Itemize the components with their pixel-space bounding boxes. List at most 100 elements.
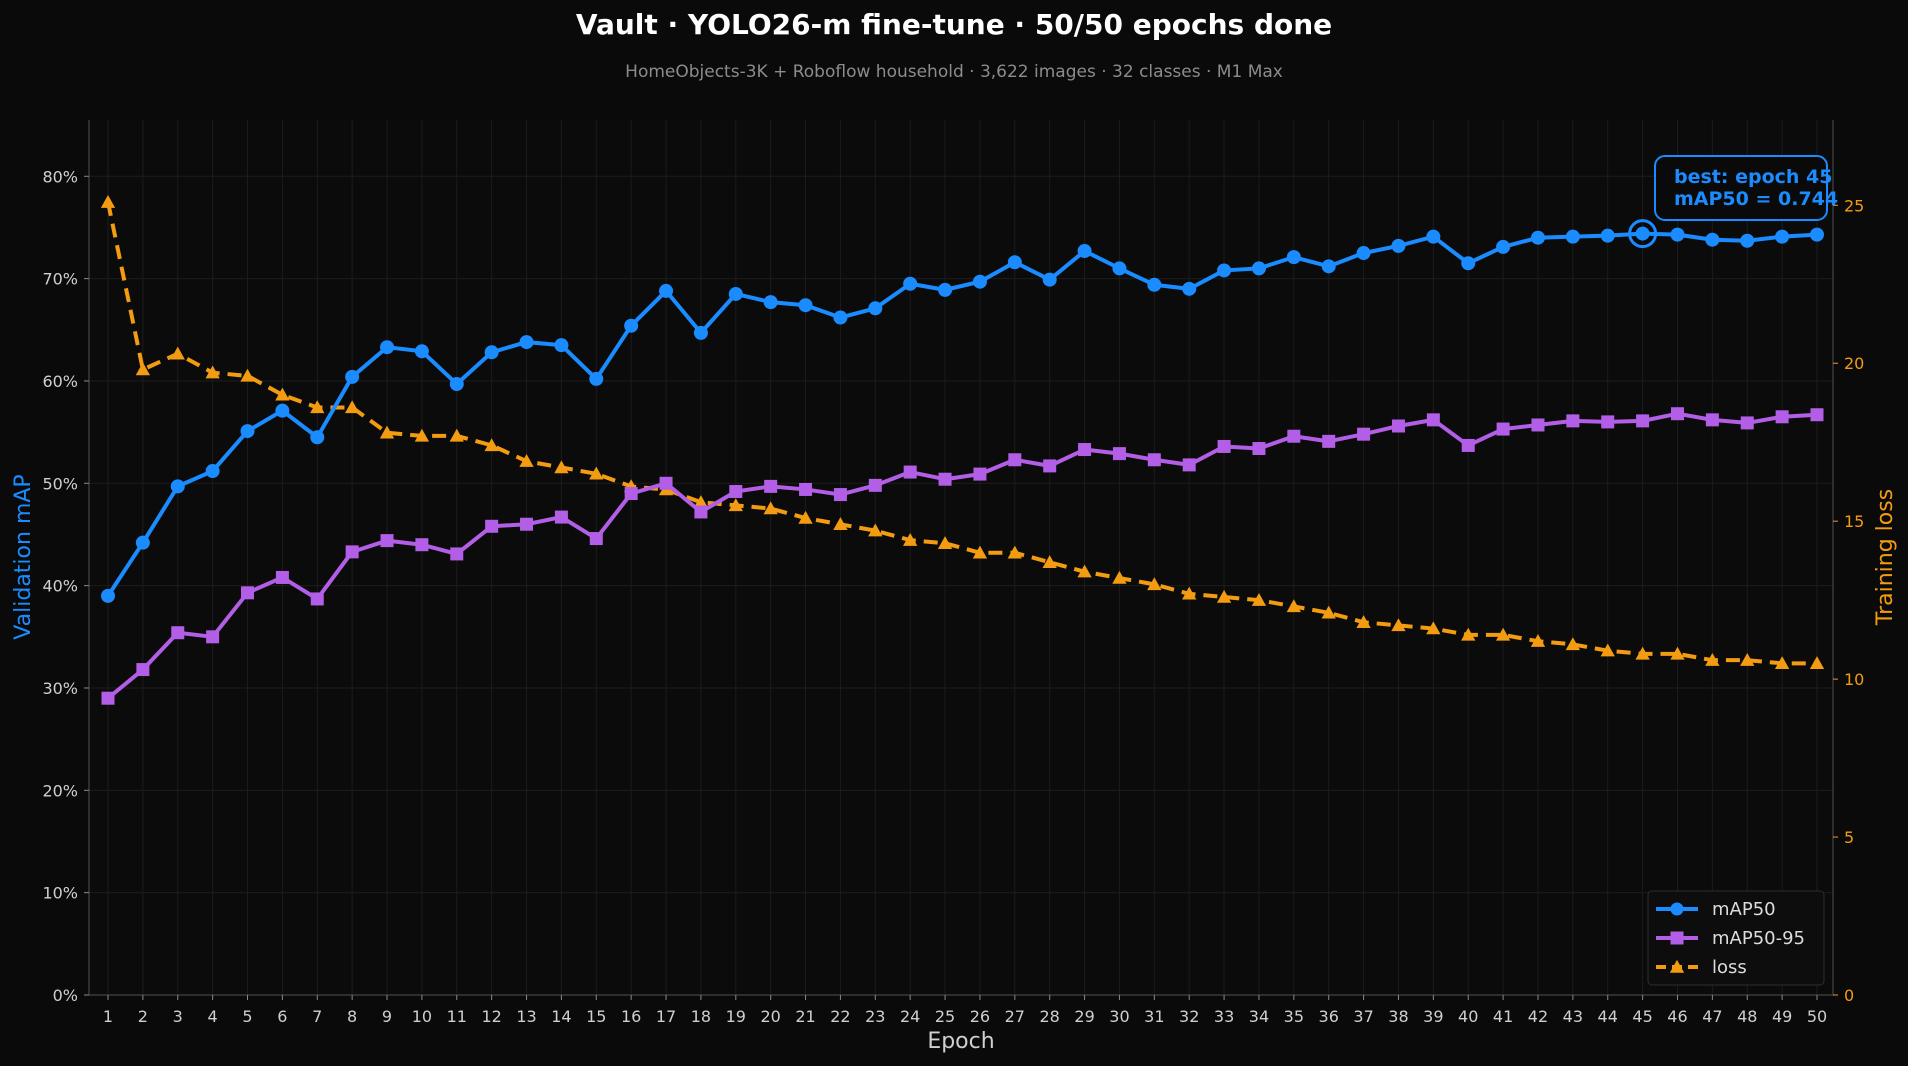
data-point-map50-95 bbox=[694, 505, 708, 519]
data-point-map50-95 bbox=[903, 465, 917, 479]
x-tick-label: 18 bbox=[691, 1007, 711, 1026]
data-point-loss bbox=[275, 387, 290, 401]
data-point-loss bbox=[1077, 564, 1092, 578]
data-point-map50-95 bbox=[1531, 418, 1545, 432]
data-point-loss bbox=[763, 501, 778, 515]
data-point-loss bbox=[868, 523, 883, 537]
x-tick-label: 10 bbox=[412, 1007, 432, 1026]
legend-marker-loss bbox=[1669, 959, 1685, 973]
data-point-loss bbox=[1321, 605, 1336, 619]
x-tick-label: 41 bbox=[1493, 1007, 1513, 1026]
data-point-map50 bbox=[449, 377, 464, 392]
x-axis-label: Epoch bbox=[927, 1029, 994, 1054]
x-tick-label: 17 bbox=[656, 1007, 676, 1026]
x-tick-label: 9 bbox=[382, 1007, 392, 1026]
legend-marker-map50 bbox=[1670, 902, 1684, 916]
data-point-loss bbox=[1007, 545, 1022, 559]
x-tick-label: 16 bbox=[621, 1007, 641, 1026]
x-tick-label: 6 bbox=[277, 1007, 287, 1026]
data-point-map50-95 bbox=[1705, 413, 1719, 427]
data-point-loss bbox=[484, 438, 499, 452]
data-point-map50-95 bbox=[868, 478, 882, 492]
right-tick-label: 25 bbox=[1844, 196, 1864, 215]
data-point-map50 bbox=[624, 318, 639, 333]
data-point-map50-95 bbox=[1112, 447, 1126, 461]
data-point-map50-95 bbox=[1043, 459, 1057, 473]
x-tick-label: 45 bbox=[1632, 1007, 1652, 1026]
data-point-map50-95 bbox=[275, 570, 289, 584]
data-point-map50-95 bbox=[973, 467, 987, 481]
data-point-map50-95 bbox=[1426, 413, 1440, 427]
data-point-map50 bbox=[1321, 259, 1336, 274]
data-point-map50 bbox=[1042, 272, 1057, 287]
data-point-loss bbox=[1565, 637, 1581, 651]
data-point-loss bbox=[205, 365, 220, 379]
data-point-map50-95 bbox=[1252, 442, 1266, 456]
data-point-map50 bbox=[135, 535, 150, 550]
left-tick-label: 80% bbox=[42, 167, 78, 186]
x-tick-label: 7 bbox=[312, 1007, 322, 1026]
data-point-loss bbox=[379, 425, 395, 439]
series-lines bbox=[100, 194, 1825, 705]
data-point-map50 bbox=[240, 424, 255, 439]
data-point-map50-95 bbox=[1322, 434, 1336, 448]
data-point-map50-95 bbox=[1636, 414, 1650, 428]
left-tick-label: 70% bbox=[42, 270, 78, 289]
data-point-map50 bbox=[728, 286, 743, 301]
data-point-map50 bbox=[833, 310, 848, 325]
legend-label-loss: loss bbox=[1712, 957, 1747, 978]
left-tick-label: 30% bbox=[42, 679, 78, 698]
data-point-map50-95 bbox=[171, 626, 185, 640]
data-point-loss bbox=[1774, 656, 1790, 670]
right-tick-label: 0 bbox=[1844, 986, 1854, 1005]
data-point-map50-95 bbox=[1391, 419, 1405, 433]
data-point-map50 bbox=[1810, 227, 1824, 242]
data-point-map50 bbox=[938, 282, 953, 297]
data-point-map50 bbox=[1426, 229, 1441, 244]
data-point-map50 bbox=[798, 298, 813, 313]
data-point-map50 bbox=[1530, 230, 1545, 245]
data-point-map50-95 bbox=[380, 534, 394, 548]
x-tick-label: 43 bbox=[1563, 1007, 1583, 1026]
data-point-loss bbox=[1635, 646, 1650, 660]
data-point-map50 bbox=[972, 274, 987, 289]
x-tick-label: 28 bbox=[1040, 1007, 1060, 1026]
data-point-loss bbox=[1670, 646, 1685, 660]
right-tick-label: 15 bbox=[1844, 512, 1864, 531]
data-point-loss bbox=[1426, 621, 1441, 635]
data-point-map50-95 bbox=[415, 538, 429, 552]
data-point-map50-95 bbox=[206, 630, 220, 644]
data-point-map50 bbox=[519, 335, 534, 350]
x-tick-label: 4 bbox=[208, 1007, 218, 1026]
data-point-loss bbox=[1251, 592, 1267, 606]
data-point-map50 bbox=[868, 301, 883, 316]
data-point-loss bbox=[1286, 599, 1301, 613]
right-tick-label: 5 bbox=[1844, 828, 1854, 847]
data-point-map50-95 bbox=[485, 519, 499, 533]
data-point-map50 bbox=[693, 325, 708, 340]
data-point-map50-95 bbox=[1078, 443, 1092, 457]
data-point-map50 bbox=[659, 283, 674, 298]
x-tick-label: 35 bbox=[1284, 1007, 1304, 1026]
data-point-loss bbox=[1809, 656, 1825, 670]
x-tick-label: 26 bbox=[970, 1007, 990, 1026]
annotation-line-2: mAP50 = 0.744 bbox=[1674, 188, 1838, 210]
x-tick-label: 40 bbox=[1458, 1007, 1478, 1026]
data-point-map50 bbox=[1391, 238, 1406, 253]
x-tick-label: 33 bbox=[1214, 1007, 1234, 1026]
data-point-map50 bbox=[1286, 250, 1301, 265]
data-point-loss bbox=[1356, 615, 1371, 628]
chart-title: Vault · YOLO26-m fine-tune · 50/50 epoch… bbox=[576, 8, 1332, 41]
left-tick-label: 20% bbox=[42, 781, 78, 800]
data-point-loss bbox=[1740, 653, 1755, 666]
data-point-loss bbox=[1705, 653, 1720, 666]
data-point-loss bbox=[1216, 589, 1232, 603]
data-point-map50-95 bbox=[450, 547, 464, 561]
data-point-map50-95 bbox=[1496, 422, 1510, 436]
x-tick-label: 13 bbox=[516, 1007, 536, 1026]
x-tick-label: 5 bbox=[242, 1007, 252, 1026]
data-point-loss bbox=[519, 454, 534, 467]
data-point-map50 bbox=[1112, 261, 1127, 276]
data-point-map50-95 bbox=[1740, 416, 1754, 430]
